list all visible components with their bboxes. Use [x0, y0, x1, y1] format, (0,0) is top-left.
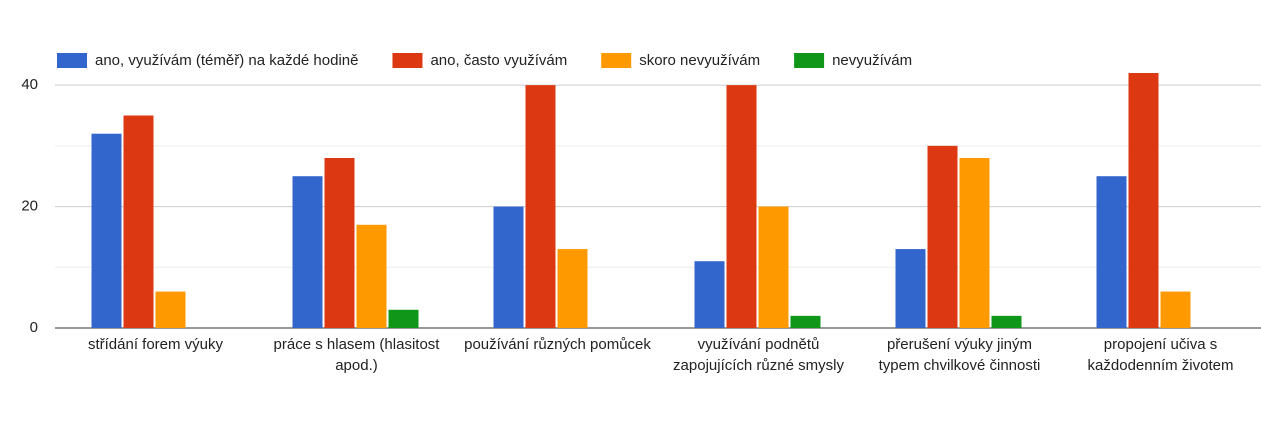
x-tick-label: využívání podnětů zapojujících různé smy… — [673, 336, 844, 374]
bar — [927, 145, 958, 328]
x-tick-label-box: střídání forem výuky — [87, 336, 224, 353]
bar — [292, 176, 323, 328]
legend-label: nevyužívám — [832, 52, 912, 69]
bar — [557, 249, 588, 328]
bar — [356, 224, 387, 328]
bar — [388, 309, 419, 328]
x-tick-label: přerušení výuky jiným typem chvilkové či… — [878, 336, 1041, 374]
x-tick-label: střídání forem výuky — [87, 336, 224, 353]
y-tick-label: 20 — [21, 198, 38, 215]
bar — [1096, 176, 1127, 328]
x-tick-label-box: přerušení výuky jiným typem chvilkové či… — [878, 336, 1041, 374]
x-tick-label: propojení učiva s každodenním životem — [1087, 336, 1234, 374]
legend-label: ano, využívám (téměř) na každé hodině — [95, 52, 358, 69]
legend-swatch — [57, 53, 87, 68]
bar — [493, 206, 524, 328]
legend-swatch — [392, 53, 423, 68]
bar — [694, 261, 725, 328]
bar — [991, 315, 1022, 328]
bar — [324, 158, 355, 328]
bar — [1128, 73, 1159, 328]
x-tick-label: používání různých pomůcek — [464, 336, 651, 353]
bar — [91, 133, 122, 328]
legend-swatch — [794, 53, 825, 68]
y-tick-label: 40 — [21, 76, 38, 93]
bar — [525, 85, 556, 329]
x-tick-label-box: využívání podnětů zapojujících různé smy… — [673, 336, 844, 374]
legend-label: skoro nevyužívám — [639, 52, 760, 69]
x-tick-label: práce s hlasem (hlasitost apod.) — [273, 336, 440, 374]
bar — [758, 206, 789, 328]
bar — [123, 115, 154, 328]
bar — [726, 85, 757, 329]
y-tick-label: 0 — [30, 319, 38, 336]
x-tick-label-box: propojení učiva s každodenním životem — [1087, 336, 1234, 374]
bar — [959, 158, 990, 328]
bar — [895, 249, 926, 328]
legend-swatch — [601, 53, 632, 68]
x-tick-label-box: používání různých pomůcek — [464, 336, 651, 353]
legend-label: ano, často využívám — [430, 52, 567, 69]
bar — [1160, 291, 1191, 328]
x-tick-label-box: práce s hlasem (hlasitost apod.) — [273, 336, 440, 374]
bar — [790, 315, 821, 328]
bar — [155, 291, 186, 328]
